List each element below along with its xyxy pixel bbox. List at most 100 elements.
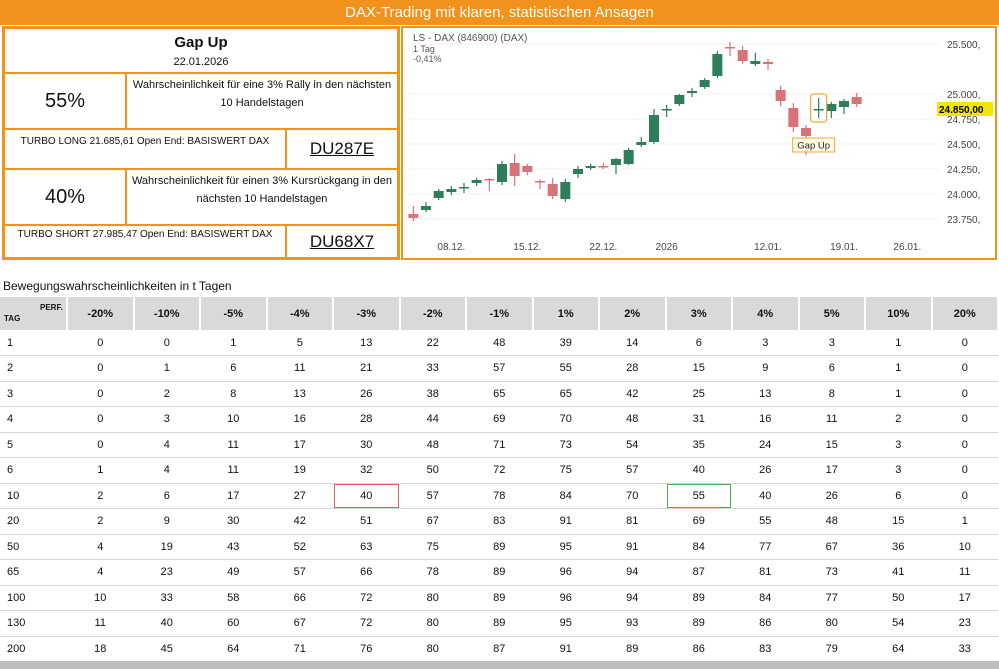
table-cell: 32 bbox=[333, 457, 400, 484]
table-cell: 44 bbox=[399, 406, 466, 433]
table-cell: 6 bbox=[665, 330, 732, 356]
table-cell: 28 bbox=[333, 406, 400, 433]
table-cell: 0 bbox=[931, 432, 998, 458]
table-cell: 64 bbox=[865, 636, 932, 662]
table-cell: 95 bbox=[532, 534, 599, 560]
gap-info-panel: Gap Up 22.01.2026 55% Wahrscheinlichkeit… bbox=[2, 26, 400, 260]
table-title: Bewegungswahrscheinlichkeiten in t Tagen bbox=[3, 279, 232, 293]
table-cell: 55 bbox=[532, 355, 599, 382]
table-cell: 57 bbox=[599, 457, 666, 484]
table-header-row: TAG PERF. -20% -10% -5% -4% -3% -2% -1% 1% 2% 3% 4… bbox=[0, 297, 999, 330]
table-cell: 0 bbox=[931, 483, 998, 509]
table-cell: 91 bbox=[532, 636, 599, 662]
table-cell: 1 bbox=[865, 381, 932, 407]
turbo-long-wkn-link[interactable]: DU287E bbox=[286, 129, 398, 169]
candle-body bbox=[446, 189, 457, 192]
turbo-short-wkn-link[interactable]: DU68X7 bbox=[286, 225, 398, 258]
table-cell: 26 bbox=[798, 483, 865, 509]
table-cell: 24 bbox=[732, 432, 799, 458]
corner-tag-label: TAG bbox=[4, 314, 21, 323]
table-cell: 89 bbox=[466, 559, 533, 586]
table-cell: 73 bbox=[532, 432, 599, 458]
candle-body bbox=[535, 181, 545, 183]
table-cell: 84 bbox=[532, 483, 599, 509]
table-cell: 63 bbox=[333, 534, 400, 560]
table-cell: 70 bbox=[532, 406, 599, 433]
table-cell: 65 bbox=[466, 381, 533, 407]
table-cell: 89 bbox=[466, 534, 533, 560]
table-cell: 11 bbox=[200, 457, 267, 484]
rally-description: Wahrscheinlichkeit für eine 3% Rally in … bbox=[126, 73, 398, 129]
candle-body bbox=[839, 101, 849, 107]
candle-body bbox=[598, 166, 609, 168]
table-row: 4 0 3 10 16 28 44 69 70 48 31 16 11 2 0 bbox=[0, 406, 998, 433]
table-cell: 5 bbox=[266, 330, 333, 356]
y-tick-label: 23.750, bbox=[947, 215, 980, 226]
table-row: 50 4 19 43 52 63 75 89 95 91 84 77 67 36 10 bbox=[0, 534, 998, 560]
table-cell: 95 bbox=[532, 610, 599, 637]
table-cell: 94 bbox=[599, 559, 666, 586]
column-header: 1% bbox=[532, 297, 600, 330]
candle-body bbox=[459, 187, 469, 189]
table-cell: 91 bbox=[532, 508, 599, 535]
row-day-cell: 20 bbox=[0, 508, 67, 535]
table-cell: 23 bbox=[133, 559, 200, 586]
table-cell: 1 bbox=[67, 457, 134, 484]
table-cell: 18 bbox=[67, 636, 134, 662]
table-cell: 71 bbox=[266, 636, 333, 662]
table-cell: 67 bbox=[798, 534, 865, 560]
last-price-marker bbox=[937, 102, 993, 116]
table-cell: 2 bbox=[133, 381, 200, 407]
table-cell: 35 bbox=[665, 432, 732, 458]
table-cell: 15 bbox=[865, 508, 932, 535]
table-cell: 57 bbox=[399, 483, 466, 509]
gap-up-label-box bbox=[792, 137, 836, 153]
candle-body bbox=[763, 62, 773, 64]
table-cell: 49 bbox=[200, 559, 267, 586]
row-day-cell: 4 bbox=[0, 406, 67, 433]
table-row: 10 2 6 17 27 40 57 78 84 70 55 40 26 6 0 bbox=[0, 483, 998, 509]
table-cell: 33 bbox=[133, 585, 200, 611]
table-cell: 83 bbox=[466, 508, 533, 535]
candle-body bbox=[699, 80, 710, 87]
column-header: -5% bbox=[200, 297, 268, 330]
table-cell: 30 bbox=[333, 432, 400, 458]
table-row: 200 18 45 64 71 76 80 87 91 89 86 83 79 64 33 bbox=[0, 636, 998, 662]
table-cell: 91 bbox=[599, 534, 666, 560]
table-cell: 3 bbox=[865, 457, 932, 484]
table-cell: 57 bbox=[466, 355, 533, 382]
candle-body bbox=[801, 128, 811, 136]
table-cell: 15 bbox=[798, 432, 865, 458]
table-cell: 11 bbox=[798, 406, 865, 433]
table-cell: 55 bbox=[665, 483, 732, 509]
chart-change: -0,41% bbox=[413, 54, 442, 64]
column-header: -4% bbox=[266, 297, 334, 330]
candle-body bbox=[725, 47, 735, 49]
table-cell: 89 bbox=[466, 610, 533, 637]
table-cell: 17 bbox=[798, 457, 865, 484]
turbo-long-text: TURBO LONG 21.685,61 Open End: BASISWERT… bbox=[4, 129, 286, 169]
y-tick-label: 25.000, bbox=[947, 90, 980, 101]
table-cell: 25 bbox=[665, 381, 732, 407]
table-cell: 8 bbox=[798, 381, 865, 407]
table-cell: 17 bbox=[200, 483, 267, 509]
table-cell: 78 bbox=[399, 559, 466, 586]
table-cell: 16 bbox=[266, 406, 333, 433]
table-cell: 41 bbox=[865, 559, 932, 586]
table-cell: 17 bbox=[931, 585, 998, 611]
turbo-short-text: TURBO SHORT 27.985,47 Open End: BASISWER… bbox=[4, 225, 286, 258]
candle-body bbox=[636, 142, 647, 145]
table-cell: 48 bbox=[466, 330, 533, 356]
table-cell: 42 bbox=[599, 381, 666, 407]
table-cell: 77 bbox=[798, 585, 865, 611]
candle-body bbox=[471, 180, 482, 183]
table-cell: 23 bbox=[931, 610, 998, 637]
table-cell: 86 bbox=[732, 610, 799, 637]
table-cell: 69 bbox=[665, 508, 732, 535]
candle-body bbox=[408, 214, 419, 218]
table-cell: 4 bbox=[133, 457, 200, 484]
table-cell: 0 bbox=[931, 406, 998, 433]
table-cell: 45 bbox=[133, 636, 200, 662]
table-cell: 80 bbox=[399, 610, 466, 637]
candle-body bbox=[826, 104, 837, 111]
